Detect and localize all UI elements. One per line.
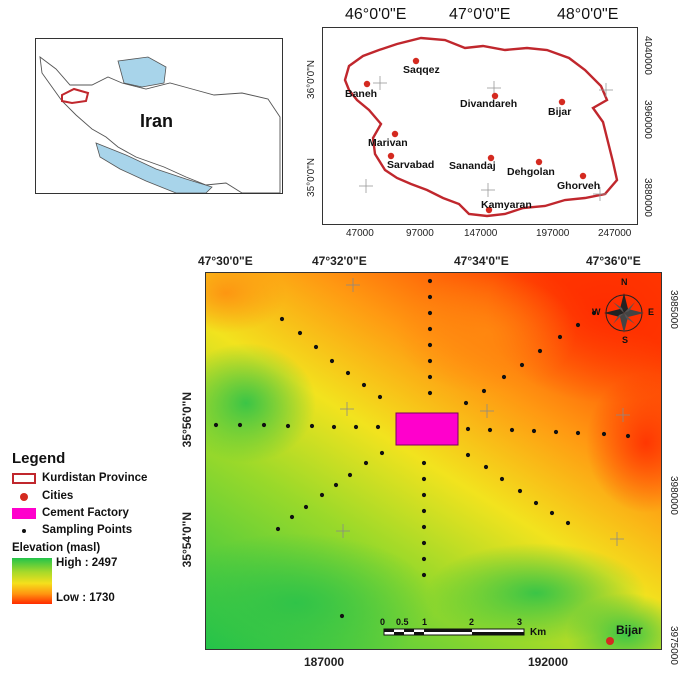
city-dot-ghorveh [579, 172, 587, 180]
legend-elevation-low: Low : 1730 [56, 592, 115, 604]
kurd-bottom-tick-5: 247000 [598, 228, 632, 239]
north-arrow-icon [604, 293, 644, 333]
legend-city-label: Cities [42, 490, 74, 502]
city-label-sarvabad: Sarvabad [387, 159, 435, 171]
legend-elevation-ramp [12, 558, 52, 604]
main-bottom-tick-2: 192000 [528, 655, 569, 669]
kurd-grid-crosses [359, 76, 613, 201]
city-dot-baneh [363, 80, 371, 88]
main-left-tick-1: 35°56'0"N [180, 392, 194, 448]
compass-s: S [622, 335, 629, 345]
kurd-right-tick-2: 3960000 [642, 100, 653, 139]
kurdistan-svg [343, 36, 619, 218]
main-bottom-tick-1: 187000 [304, 655, 345, 669]
city-label-kamyaran: Kamyaran [481, 199, 532, 211]
kurd-bottom-tick-1: 47000 [346, 228, 374, 239]
kurd-bottom-tick-2: 97000 [406, 228, 434, 239]
kurd-right-tick-1: 4040000 [642, 36, 653, 75]
main-right-tick-2: 3980000 [668, 476, 679, 515]
kurd-left-tick-2: 35°0'0"N [306, 158, 317, 197]
scale-label-1: 1 [422, 617, 428, 627]
city-dot-dehgolan [535, 158, 543, 166]
kurd-top-tick-3: 48°0'0"E [557, 6, 619, 23]
main-grid-crosses [336, 278, 630, 546]
iran-outline-svg [39, 56, 281, 194]
scale-label-0: 0 [380, 617, 386, 627]
main-bijar-dot [606, 637, 614, 645]
iran-label: Iran [140, 111, 174, 131]
kurd-bottom-tick-3: 147000 [464, 228, 498, 239]
city-label-saqqez: Saqqez [403, 64, 440, 76]
compass-w: W [592, 307, 601, 317]
main-top-tick-1: 47°30'0"E [198, 254, 253, 268]
kurd-left-tick-1: 36°0'0"N [306, 60, 317, 99]
main-right-tick-3: 3975000 [668, 626, 679, 665]
kurdistan-border [343, 36, 619, 218]
city-label-sanandaj: Sanandaj [449, 160, 496, 172]
legend-province-label: Kurdistan Province [42, 472, 148, 484]
city-label-baneh: Baneh [345, 88, 378, 100]
scale-bar [383, 628, 525, 636]
legend-title: Legend [12, 450, 66, 467]
compass-n: N [621, 277, 628, 287]
elevation-map: N S E W 0 0.5 1 2 3 Km Bijar [205, 272, 662, 650]
legend-province-swatch [12, 473, 36, 484]
elevation-svg [206, 273, 661, 649]
cement-factory [395, 412, 459, 446]
main-top-tick-3: 47°34'0"E [454, 254, 509, 268]
kurdistan-highlight [61, 87, 90, 105]
city-dot-bijar [558, 98, 566, 106]
legend-sampling-label: Sampling Points [42, 524, 133, 536]
city-label-divandareh: Divandareh [460, 98, 518, 110]
city-dot-divandareh [491, 92, 499, 100]
kurd-top-tick-2: 47°0'0"E [449, 6, 511, 23]
city-dot-kamyaran [485, 206, 493, 214]
scale-unit: Km [530, 627, 547, 638]
city-label-ghorveh: Ghorveh [557, 180, 601, 192]
legend-factory-swatch [12, 508, 36, 519]
scale-label-2: 2 [469, 617, 475, 627]
legend-sampling-swatch [22, 529, 26, 533]
city-label-dehgolan: Dehgolan [507, 166, 555, 178]
main-bijar-label: Bijar [616, 623, 643, 637]
main-top-tick-2: 47°32'0"E [312, 254, 367, 268]
city-label-marivan: Marivan [368, 137, 408, 149]
city-dot-sanandaj [487, 154, 495, 162]
legend-city-swatch [20, 493, 28, 501]
kurd-right-tick-3: 3880000 [642, 178, 653, 217]
scale-label-05: 0.5 [396, 617, 409, 627]
main-right-tick-1: 3985000 [668, 290, 679, 329]
legend-factory-label: Cement Factory [42, 507, 129, 519]
kurd-city-dots [363, 57, 587, 214]
city-label-bijar: Bijar [548, 106, 572, 118]
kurd-bottom-tick-4: 197000 [536, 228, 570, 239]
compass-e: E [648, 307, 655, 317]
main-left-tick-2: 35°54'0"N [180, 512, 194, 568]
city-dot-saqqez [412, 57, 420, 65]
city-dot-marivan [391, 130, 399, 138]
city-dot-sarvabad [387, 152, 395, 160]
sampling-points [213, 278, 631, 619]
scale-label-3: 3 [517, 617, 523, 627]
caspian-sea [117, 56, 167, 88]
kurd-top-tick-1: 46°0'0"E [345, 6, 407, 23]
legend-elevation-title: Elevation (masl) [12, 542, 101, 554]
iran-inset-map: Iran [35, 38, 283, 194]
main-top-tick-4: 47°36'0"E [586, 254, 641, 268]
kurdistan-inset-map: Saqqez Baneh Divandareh Bijar Marivan Sa… [322, 27, 638, 225]
legend-elevation-high: High : 2497 [56, 557, 118, 569]
